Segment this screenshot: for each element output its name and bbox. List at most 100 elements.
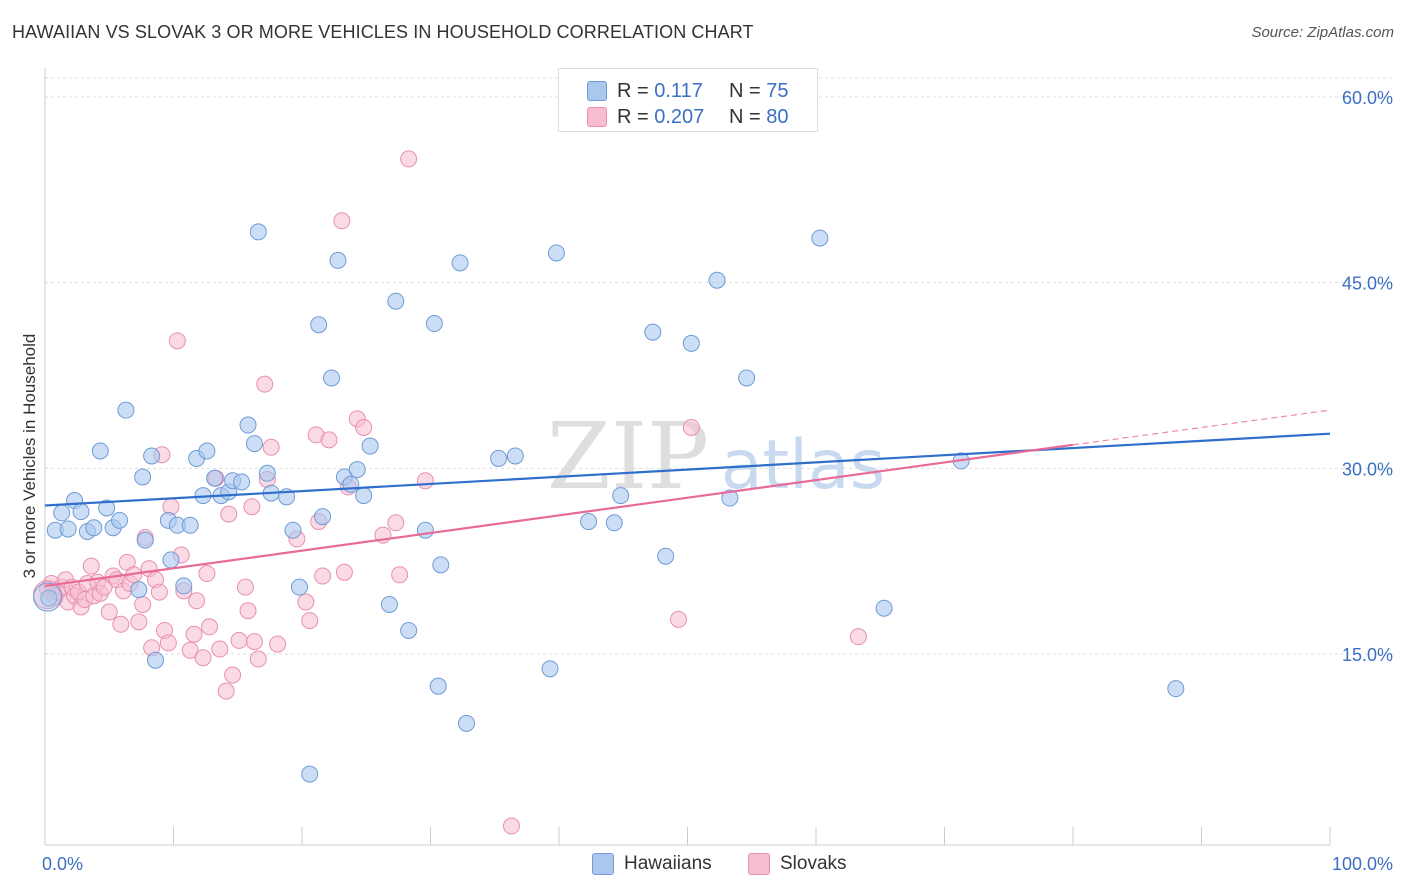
slovaks-point <box>320 431 338 449</box>
slovaks-point <box>387 514 405 532</box>
y-tick-label-30: 30.0% <box>1342 459 1393 479</box>
hawaiians-point <box>181 516 199 534</box>
hawaiians-point <box>547 244 565 262</box>
slovaks-point <box>188 592 206 610</box>
hawaiians-point <box>457 714 475 732</box>
hawaiians-point <box>348 461 366 479</box>
slovaks-point <box>112 615 130 633</box>
n-value-slovaks: 80 <box>766 105 789 128</box>
slovaks-point <box>211 640 229 658</box>
hawaiians-point <box>644 323 662 341</box>
slovaks-point <box>134 595 152 613</box>
slovaks-point <box>181 641 199 659</box>
hawaiians-point <box>541 660 559 678</box>
hawaiians-point <box>682 334 700 352</box>
slovaks-point <box>224 666 242 684</box>
hawaiians-point <box>147 651 165 669</box>
bottom-legend-hawaiians: Hawaiians <box>592 852 712 876</box>
r-value-slovaks: 0.207 <box>654 105 705 128</box>
slovaks-point <box>159 634 177 652</box>
hawaiians-point <box>361 437 379 455</box>
hawaiians-point <box>355 487 373 505</box>
slovaks-point <box>95 578 113 596</box>
slovaks-point <box>249 650 267 668</box>
hawaiians-point <box>342 475 360 493</box>
legend-n-hawaiians: N = 75 <box>729 80 789 103</box>
x-tick-label-100: 100.0% <box>1332 854 1393 874</box>
slovaks-point <box>200 618 218 636</box>
hawaiians-point <box>59 520 77 538</box>
slovaks-point <box>100 603 118 621</box>
hawaiians-point <box>111 511 129 529</box>
hawaiians-point <box>134 468 152 486</box>
hawaiians-point <box>811 229 829 247</box>
r-label-hawaiians: R = <box>617 79 649 102</box>
y-tick-label-15: 15.0% <box>1342 645 1393 665</box>
slovaks-point <box>355 418 373 436</box>
hawaiians-point <box>91 442 109 460</box>
slovaks-point <box>269 635 287 653</box>
hawaiians-point <box>425 315 443 333</box>
hawaiians-point <box>310 316 328 334</box>
hawaiians-point <box>580 513 598 531</box>
tick-labels: 15.0% 30.0% 45.0% 60.0% 0.0% 100.0% <box>42 88 1393 874</box>
bottom-slovaks-swatch <box>748 853 770 875</box>
slovaks-point <box>130 613 148 631</box>
hawaiians-point <box>249 223 267 241</box>
hawaiians-point <box>175 577 193 595</box>
slovaks-point <box>301 612 319 630</box>
bottom-slovaks-label: Slovaks <box>780 853 847 874</box>
r-value-hawaiians: 0.117 <box>654 79 703 102</box>
n-label-hawaiians: N = <box>729 79 761 102</box>
hawaiians-point <box>416 521 434 539</box>
hawaiians-point <box>506 447 524 465</box>
hawaiians-point <box>53 504 71 522</box>
slovaks-point <box>849 628 867 646</box>
hawaiians-point <box>380 595 398 613</box>
hawaiians-trend-line <box>44 432 1331 507</box>
legend-r-slovaks: R = 0.207 <box>617 106 704 129</box>
slovaks-point <box>243 498 261 516</box>
slovaks-point <box>670 610 688 628</box>
bottom-hawaiians-label: Hawaiians <box>624 853 712 874</box>
bottom-legend-slovaks: Slovaks <box>748 852 847 876</box>
hawaiians-point <box>206 469 224 487</box>
slovaks-point <box>185 625 203 643</box>
hawaiians-point <box>490 449 508 467</box>
hawaiians-points <box>33 223 1185 783</box>
slovaks-point <box>168 332 186 350</box>
hawaiians-point <box>98 499 116 517</box>
hawaiians-point <box>657 547 675 565</box>
hawaiians-point <box>239 416 257 434</box>
hawaiians-point <box>72 503 90 521</box>
hawaiians-point <box>233 473 251 491</box>
hawaiians-point <box>708 271 726 289</box>
slovaks-point <box>682 418 700 436</box>
source-label: Source: ZipAtlas.com <box>1251 24 1394 41</box>
hawaiians-point <box>738 369 756 387</box>
slovaks-point <box>262 438 280 456</box>
slovaks-point <box>198 565 216 583</box>
slovaks-point <box>82 557 100 575</box>
hawaiians-point <box>85 519 103 537</box>
y-tick-label-45: 45.0% <box>1342 274 1393 294</box>
hawaiians-point <box>258 464 276 482</box>
gridlines <box>45 77 1395 655</box>
hawaiians-point <box>429 677 447 695</box>
hawaiians-point <box>290 578 308 596</box>
hawaiians-point <box>117 401 135 419</box>
slovaks-point <box>194 649 212 667</box>
slovaks-point <box>236 578 254 596</box>
slovaks-point <box>314 567 332 585</box>
slovaks-trend-line <box>44 443 1074 588</box>
hawaiians-point <box>198 442 216 460</box>
slovaks-point <box>217 682 235 700</box>
slovaks-trend-extension <box>1072 409 1331 446</box>
slovaks-point <box>230 631 248 649</box>
legend-r-hawaiians: R = 0.117 <box>617 80 703 103</box>
hawaiians-point <box>432 556 450 574</box>
hawaiians-point <box>301 765 319 783</box>
stats-legend: R = 0.117 N = 75 R = 0.207 N = 80 <box>558 68 818 132</box>
slovaks-point <box>256 375 274 393</box>
